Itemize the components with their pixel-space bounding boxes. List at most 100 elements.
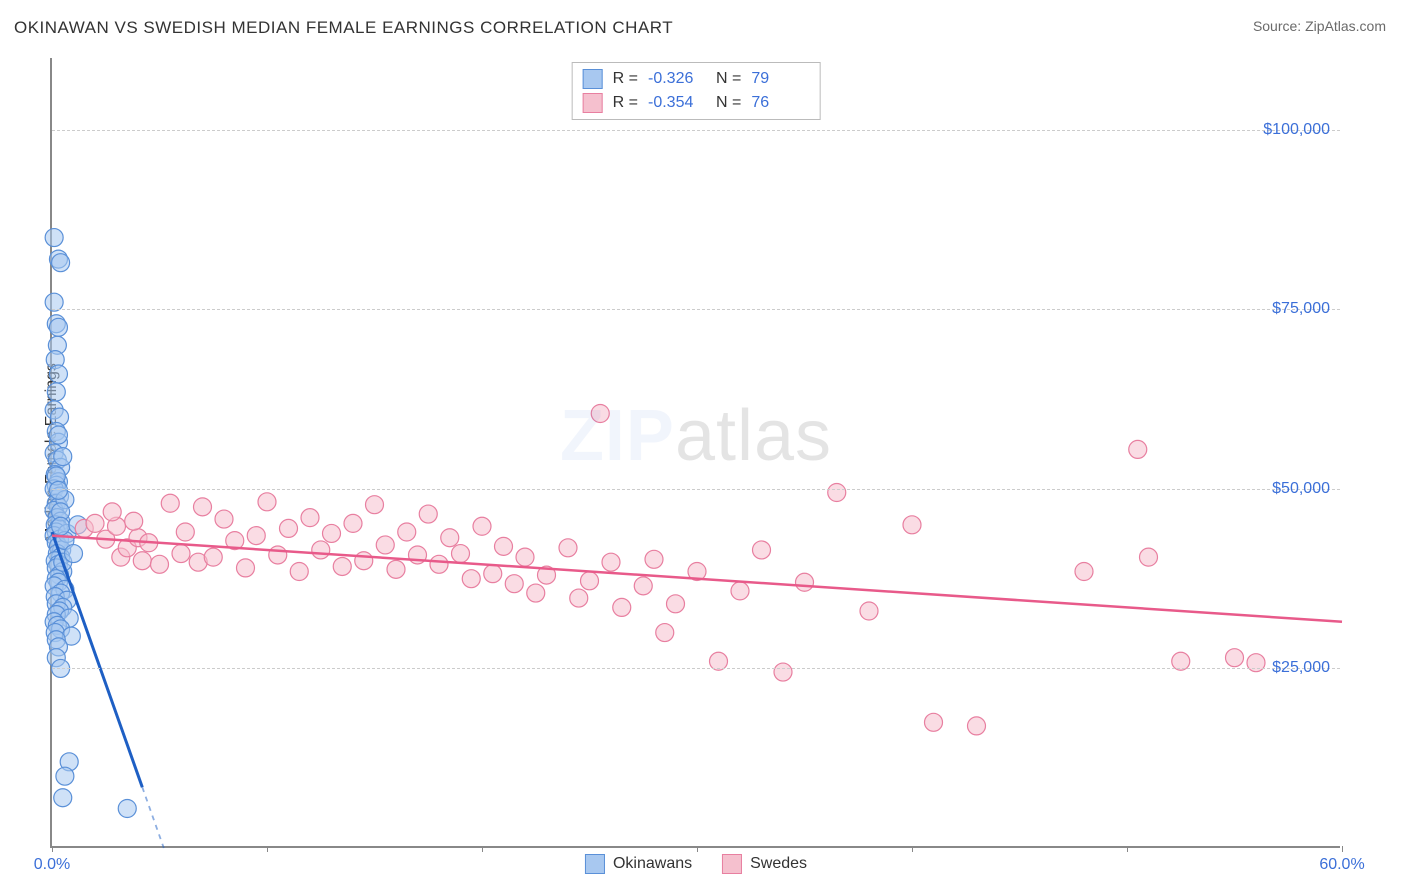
legend-stats-box: R =-0.326N =79R =-0.354N =76 [572, 62, 821, 120]
n-value: 79 [751, 70, 809, 88]
scatter-point [323, 524, 341, 542]
scatter-point [161, 494, 179, 512]
scatter-point [430, 555, 448, 573]
scatter-point [1140, 548, 1158, 566]
scatter-point [280, 519, 298, 537]
scatter-point [570, 589, 588, 607]
y-tick-label: $75,000 [1272, 300, 1330, 318]
scatter-point [301, 509, 319, 527]
scatter-point [344, 514, 362, 532]
scatter-point [473, 517, 491, 535]
source-label: Source: ZipAtlas.com [1253, 18, 1386, 34]
y-tick-label: $25,000 [1272, 659, 1330, 677]
legend-label: Okinawans [613, 855, 692, 873]
gridline-h [52, 130, 1340, 131]
scatter-point [1075, 563, 1093, 581]
scatter-point [774, 663, 792, 681]
scatter-point [452, 545, 470, 563]
scatter-point [133, 552, 151, 570]
scatter-point [47, 383, 65, 401]
scatter-point [45, 229, 63, 247]
scatter-point [172, 545, 190, 563]
x-tick [52, 846, 53, 852]
scatter-point [54, 789, 72, 807]
legend-label: Swedes [750, 855, 807, 873]
scatter-point [398, 523, 416, 541]
x-tick-label: 0.0% [34, 856, 70, 874]
scatter-point [290, 563, 308, 581]
legend-stat-row: R =-0.326N =79 [583, 67, 810, 91]
scatter-point [581, 572, 599, 590]
scatter-point [49, 365, 67, 383]
scatter-point [52, 254, 70, 272]
scatter-point [968, 717, 986, 735]
r-value: -0.354 [648, 94, 706, 112]
scatter-point [505, 575, 523, 593]
scatter-point [1129, 440, 1147, 458]
legend-series: Okinawans Swedes [585, 854, 807, 874]
scatter-point [602, 553, 620, 571]
legend-stat-row: R =-0.354N =76 [583, 91, 810, 115]
legend-item: Okinawans [585, 854, 692, 874]
scatter-point [269, 546, 287, 564]
scatter-point [56, 767, 74, 785]
scatter-point [49, 318, 67, 336]
scatter-point [419, 505, 437, 523]
scatter-point [194, 498, 212, 516]
scatter-point [151, 555, 169, 573]
scatter-point [237, 559, 255, 577]
scatter-point [387, 560, 405, 578]
scatter-point [925, 713, 943, 731]
scatter-point [516, 548, 534, 566]
legend-swatch [722, 854, 742, 874]
scatter-point [667, 595, 685, 613]
scatter-point [49, 426, 67, 444]
scatter-point [54, 448, 72, 466]
scatter-point [258, 493, 276, 511]
scatter-point [656, 624, 674, 642]
scatter-point [753, 541, 771, 559]
scatter-point [591, 405, 609, 423]
n-label: N = [716, 70, 741, 88]
scatter-point [1226, 649, 1244, 667]
y-tick-label: $100,000 [1263, 121, 1330, 139]
scatter-point [613, 598, 631, 616]
scatter-svg [52, 58, 1340, 846]
scatter-point [355, 552, 373, 570]
scatter-point [484, 565, 502, 583]
legend-swatch [583, 69, 603, 89]
gridline-h [52, 668, 1340, 669]
scatter-point [731, 582, 749, 600]
legend-swatch [583, 93, 603, 113]
scatter-point [495, 537, 513, 555]
x-tick [482, 846, 483, 852]
scatter-point [49, 481, 67, 499]
scatter-point [204, 548, 222, 566]
scatter-point [559, 539, 577, 557]
r-label: R = [613, 70, 638, 88]
scatter-point [634, 577, 652, 595]
scatter-point [903, 516, 921, 534]
scatter-point [376, 536, 394, 554]
trend-line-dashed [142, 787, 164, 848]
scatter-point [312, 541, 330, 559]
x-tick [912, 846, 913, 852]
scatter-point [860, 602, 878, 620]
x-tick-label: 60.0% [1319, 856, 1364, 874]
scatter-point [125, 512, 143, 530]
scatter-point [215, 510, 233, 528]
scatter-point [828, 484, 846, 502]
plot-area: Median Female Earnings ZIPatlas R =-0.32… [50, 58, 1340, 848]
gridline-h [52, 489, 1340, 490]
scatter-point [118, 800, 136, 818]
n-label: N = [716, 94, 741, 112]
x-tick [697, 846, 698, 852]
chart-container: OKINAWAN VS SWEDISH MEDIAN FEMALE EARNIN… [0, 0, 1406, 892]
y-tick-label: $50,000 [1272, 480, 1330, 498]
scatter-point [65, 545, 83, 563]
x-tick [267, 846, 268, 852]
x-tick [1342, 846, 1343, 852]
scatter-point [52, 517, 70, 535]
r-label: R = [613, 94, 638, 112]
scatter-point [176, 523, 194, 541]
